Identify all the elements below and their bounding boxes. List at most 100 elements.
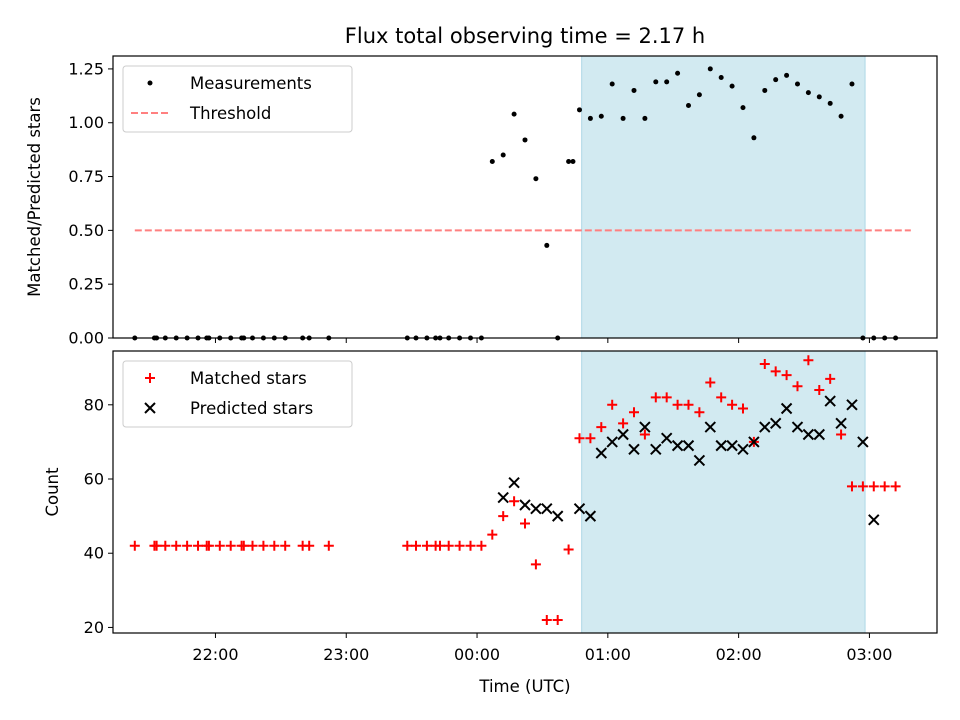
matched-stars-point [171,540,182,551]
predicted-stars-point [497,491,509,504]
y-tick-label: 0.25 [68,275,104,294]
predicted-stars-point [639,421,651,433]
matched-stars-point [214,540,225,551]
measurement-point [805,90,811,96]
measurement-point [500,152,506,158]
legend-entry-label: Measurements [190,74,312,93]
legend-matched-swatch [145,373,155,383]
matched-stars-point [530,559,541,570]
matched-stars-point [258,540,269,551]
matched-stars-point [129,540,140,551]
matched-stars-point [628,407,639,418]
observing-window-shade [581,55,866,339]
matched-stars-point [193,540,204,551]
x-tick-label: 23:00 [323,645,369,664]
matched-stars-point [280,540,291,551]
matched-stars-point [585,433,596,444]
measurement-point [729,83,735,89]
predicted-stars-point [671,439,684,452]
predicted-stars-point [726,439,738,452]
matched-stars-point [269,540,280,551]
matched-stars-point [421,540,432,551]
legend-entry-label: Predicted stars [190,399,313,418]
predicted-stars-point [551,510,564,522]
x-tick-label: 01:00 [585,645,631,664]
predicted-stars-point [769,417,782,430]
predicted-stars-point [584,510,597,522]
matched-stars-point [487,529,498,540]
measurement-point [609,81,615,87]
x-tick-label: 00:00 [454,645,500,664]
measurement-point [511,111,517,117]
top-panel: 0.00 0.25 0.50 0.75 1.00 1.25 Matched/Predicte… [25,55,938,348]
matched-stars-point [639,429,650,440]
measurement-point [827,100,833,106]
measurement-point [707,66,713,72]
matched-stars-point [814,384,825,395]
y-axis-label: Matched/Predicted stars [25,97,44,297]
measurement-point [740,105,746,111]
predicted-stars-point [519,499,531,511]
matched-stars-point [759,358,770,369]
matched-stars-point [476,540,487,551]
predicted-stars-point [573,502,586,515]
measurement-point [762,87,768,93]
x-tick-label: 02:00 [716,645,762,664]
matched-stars-point [770,366,781,377]
matched-stars-point [683,399,694,410]
measurement-point [675,70,681,76]
matched-stars-point [151,540,162,551]
matched-stars-point [160,540,171,551]
y-tick-label: 80 [84,395,104,414]
measurement-point [489,158,495,164]
legend-entry-label: Threshold [189,104,271,123]
predicted-stars-point [868,514,880,526]
x-tick-label: 22:00 [192,645,238,664]
predicted-stars-point [846,399,858,411]
predicted-stars-point [650,443,662,456]
measurement-point [598,113,604,119]
matched-stars-point [574,433,585,444]
predicted-stars-point [824,395,836,407]
predicted-stars-point [595,447,608,459]
observing-window-shade [581,350,866,634]
chart-title: Flux total observing time = 2.17 h [345,24,705,48]
matched-stars-point [509,496,520,507]
matched-stars-point [225,540,236,551]
measurement-point [718,75,724,81]
measurement-point [620,115,626,121]
predicted-stars-point [682,439,695,452]
matched-stars-point [661,392,672,403]
matched-stars-point [781,370,792,381]
legend-entry-label: Matched stars [190,369,307,388]
matched-stars-point [727,399,738,410]
legend-measurement-swatch [147,80,153,86]
predicted-stars-point [508,477,520,489]
matched-stars-point [618,418,629,429]
matched-stars-point [434,540,445,551]
measurement-point [751,135,757,141]
matched-stars-point [563,544,574,555]
matched-stars-point [247,540,258,551]
predicted-stars-point [780,402,793,415]
matched-stars-point [792,381,803,392]
x-tick-label: 03:00 [846,645,892,664]
bottom-panel: 20 40 60 80 22:00 23:00 00:00 01:00 02:00 03:00 Co… [43,350,938,664]
matched-stars-point [846,481,857,492]
matched-stars-point [705,377,716,388]
y-tick-label: 60 [84,470,104,489]
legend-box [122,360,353,428]
measurement-point [631,87,637,93]
matched-stars-point [836,429,847,440]
predicted-stars-point [704,421,716,433]
x-axis-label: Time (UTC) [478,677,570,696]
predicted-stars-point [628,443,640,456]
matched-stars-point [182,540,193,551]
measurement-point [773,77,779,83]
matched-stars-point [672,399,683,410]
plot-frame [112,55,938,339]
matched-stars-point [443,540,454,551]
matched-stars-point [803,355,814,366]
predicted-stars-point [802,428,815,441]
